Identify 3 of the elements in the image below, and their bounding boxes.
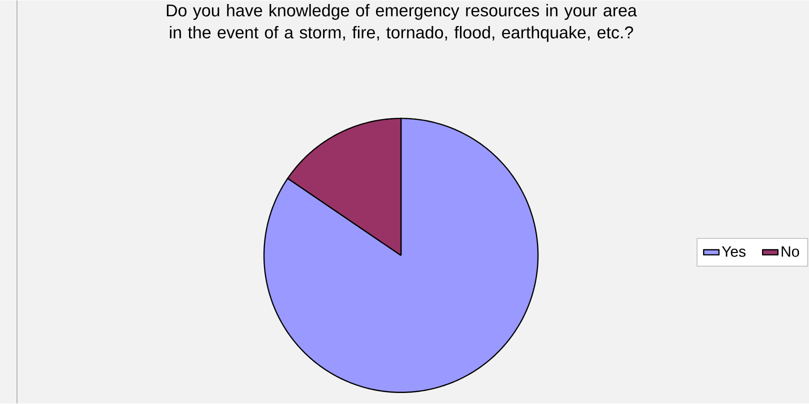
legend-label: Yes (722, 246, 746, 257)
legend-label: No (782, 246, 800, 257)
chart-title: Do you have knowledge of emergency resources in your area in the event of a storm, fire, tornado, flood, earthquake, etc.? (166, 4, 637, 42)
